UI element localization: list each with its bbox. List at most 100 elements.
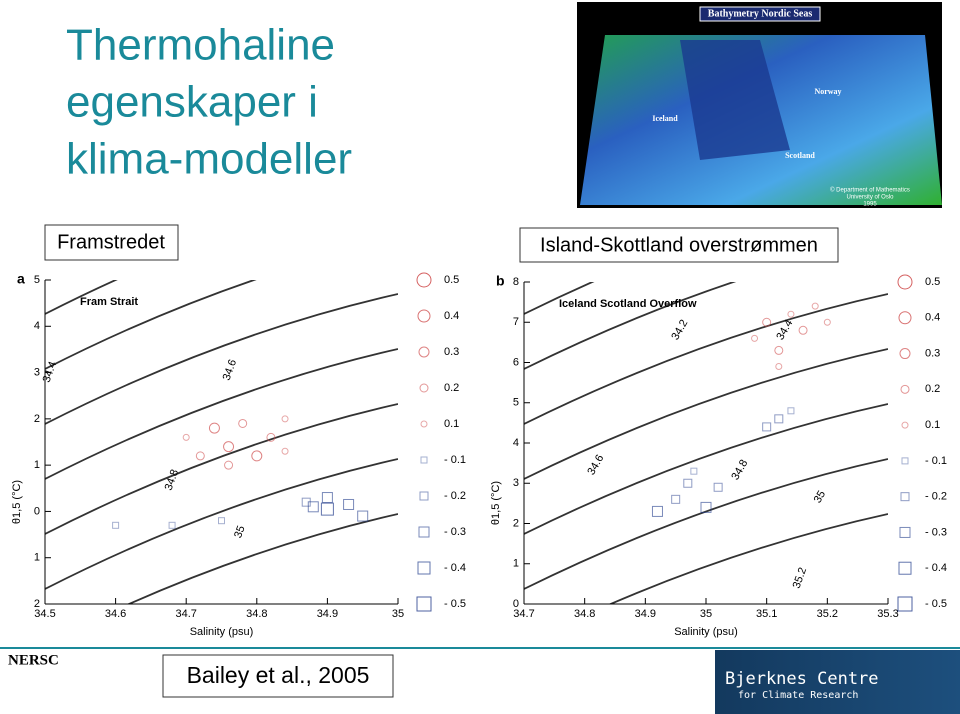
legend-label: 0.4 (444, 310, 459, 322)
y-tick-label: 2 (34, 598, 40, 610)
title: Thermohaline egenskaper i klima-modeller (66, 21, 352, 184)
marker (419, 491, 429, 501)
contour-label: 34.8 (729, 458, 750, 483)
legend-label: 0.3 (444, 346, 459, 358)
title-line: klima-modeller (66, 135, 352, 184)
marker (898, 311, 912, 325)
x-tick-label: 35 (392, 608, 404, 620)
marker (416, 596, 432, 612)
y-tick-label: 1 (34, 459, 40, 471)
marker (343, 498, 355, 510)
marker (417, 309, 431, 323)
marker (420, 456, 428, 464)
isopycnal (45, 348, 398, 480)
marker (281, 447, 289, 455)
y-tick-label: 1 (34, 552, 40, 564)
isopycnal (524, 348, 888, 480)
y-tick-label: 0 (513, 598, 519, 610)
reference: Bailey et al., 2005 (187, 662, 370, 688)
x-tick-label: 34.7 (175, 608, 196, 620)
y-tick-label: 2 (34, 413, 40, 425)
marker (418, 526, 430, 538)
marker (320, 502, 334, 516)
y-tick-label: 2 (513, 517, 519, 529)
contour-label: 34.8 (163, 468, 182, 492)
marker (208, 422, 220, 434)
marker (238, 418, 248, 428)
legend-label: 0.2 (925, 383, 940, 395)
marker (281, 415, 289, 423)
x-tick-label: 34.9 (317, 608, 338, 620)
caption: Framstredet (57, 231, 165, 253)
title-line: egenskaper i (66, 78, 318, 127)
y-tick-label: 6 (513, 356, 519, 368)
marker (823, 318, 831, 326)
panel-letter: b (496, 273, 505, 289)
legend-label: - 0.2 (444, 490, 466, 502)
map: Bathymetry Nordic Seas Iceland Norway Sc… (577, 2, 942, 208)
marker (182, 433, 190, 441)
y-axis-label: θ1,5 (°C) (11, 480, 23, 524)
caption-box (519, 227, 839, 263)
contour-label: 34.6 (585, 453, 606, 478)
marker (266, 432, 276, 442)
legend-label: 0.5 (925, 276, 940, 288)
y-tick-label: 1 (513, 558, 519, 570)
isopycnal (608, 513, 888, 604)
marker (787, 310, 795, 318)
marker (775, 363, 783, 371)
marker (420, 420, 428, 428)
isopycnal (45, 293, 398, 425)
chart-title: Fram Strait (80, 296, 138, 308)
y-tick-label: 4 (513, 437, 519, 449)
y-tick-label: 3 (513, 477, 519, 489)
x-tick-label: 35.1 (756, 608, 777, 620)
contour-label: 34.4 (774, 318, 795, 343)
marker (357, 510, 369, 522)
marker (307, 501, 319, 513)
y-tick-label: 8 (513, 276, 519, 288)
y-tick-label: 4 (34, 320, 40, 332)
isopycnal (524, 403, 888, 535)
x-tick-label: 34.7 (513, 608, 534, 620)
x-tick-label: 35 (700, 608, 712, 620)
marker (690, 467, 698, 475)
marker (897, 274, 913, 290)
marker (900, 384, 910, 394)
marker (651, 505, 663, 517)
reference-box (162, 654, 394, 698)
isopycnal (45, 458, 398, 590)
x-tick-label: 34.5 (34, 608, 55, 620)
y-tick-label: 5 (34, 274, 40, 286)
marker (798, 325, 808, 335)
legend-label: - 0.4 (925, 562, 947, 574)
legend-label: - 0.1 (444, 454, 466, 466)
x-tick-label: 34.6 (105, 608, 126, 620)
y-tick-label: 7 (513, 316, 519, 328)
legend-label: - 0.5 (925, 598, 947, 610)
marker (321, 492, 333, 504)
contour-label: 35 (812, 489, 829, 506)
y-tick-label: 5 (513, 397, 519, 409)
legend-label: 0.5 (444, 274, 459, 286)
marker (899, 526, 911, 538)
chart-title: Iceland Scotland Overflow (559, 298, 697, 310)
marker (218, 517, 225, 525)
isopycnal (45, 280, 118, 315)
marker (419, 383, 429, 393)
map-credit: © Department of Mathematics (830, 187, 910, 194)
legend-label: 0.1 (925, 419, 940, 431)
x-tick-label: 35.2 (817, 608, 838, 620)
map-basin (680, 40, 790, 160)
marker (418, 346, 430, 358)
marker (901, 421, 909, 429)
legend-label: - 0.4 (444, 562, 466, 574)
contour-label: 34.4 (41, 360, 60, 384)
contour-label: 35 (232, 524, 247, 540)
marker (224, 460, 234, 470)
logo-subtitle: for Climate Research (738, 690, 858, 701)
marker (900, 492, 910, 502)
legend-label: - 0.3 (925, 526, 947, 538)
